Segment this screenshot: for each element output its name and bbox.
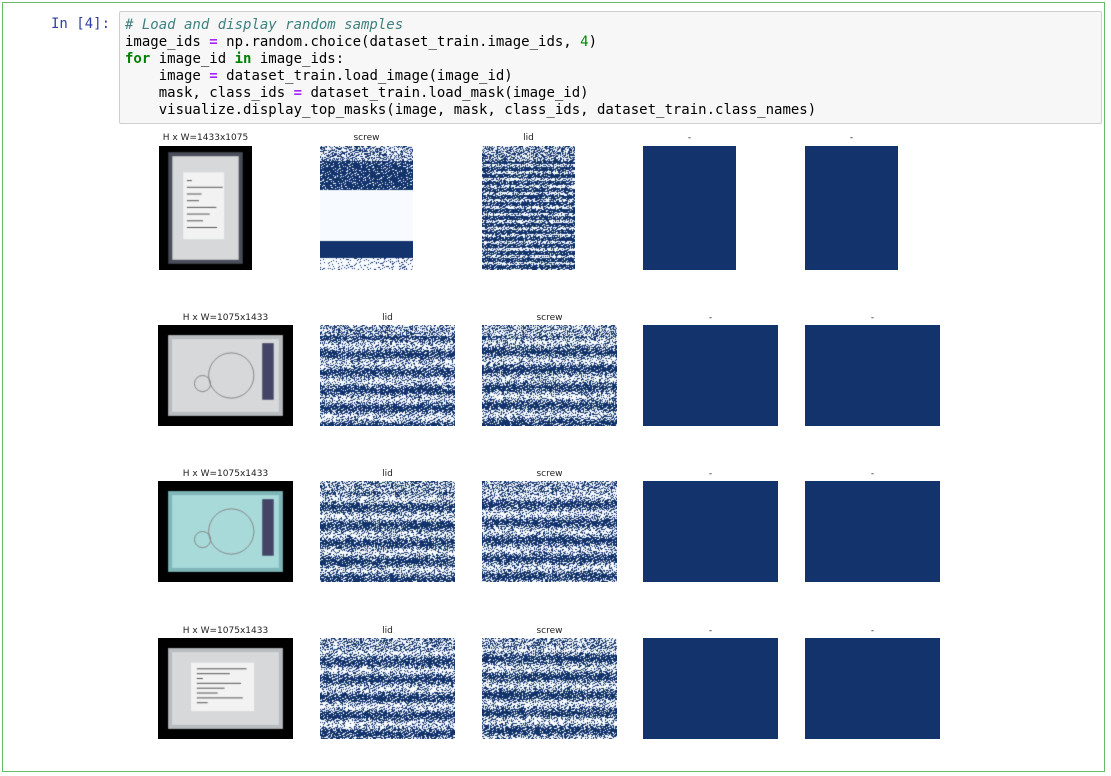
mask-canvas xyxy=(805,638,940,739)
hard-drive-photo xyxy=(158,325,293,426)
mask-title: - xyxy=(870,469,875,479)
image-title: H x W=1075x1433 xyxy=(182,313,269,323)
image-title: H x W=1075x1433 xyxy=(182,469,269,479)
code-line: for image_id in image_ids: xyxy=(125,51,345,67)
mask-canvas xyxy=(482,325,617,426)
mask-title: - xyxy=(708,626,713,636)
mask-canvas xyxy=(805,325,940,426)
mask-title: screw xyxy=(536,626,563,636)
code-line: visualize.display_top_masks(image, mask,… xyxy=(125,102,817,118)
image-title: H x W=1075x1433 xyxy=(182,626,269,636)
mask-canvas xyxy=(320,481,455,582)
input-prompt: In [4]: xyxy=(51,16,111,32)
sample-image xyxy=(158,481,293,582)
mask-image xyxy=(805,638,940,739)
mask-image xyxy=(805,481,940,582)
hard-drive-photo xyxy=(158,481,293,582)
mask-image xyxy=(643,146,736,270)
hard-drive-photo xyxy=(159,146,252,270)
code-line: # Load and display random samples xyxy=(125,17,404,33)
mask-image xyxy=(643,325,778,426)
mask-canvas xyxy=(643,481,778,582)
mask-title: - xyxy=(687,133,692,143)
mask-canvas xyxy=(482,481,617,582)
mask-image xyxy=(320,146,413,270)
image-title: H x W=1433x1075 xyxy=(162,133,249,143)
mask-image xyxy=(482,481,617,582)
mask-image xyxy=(482,146,575,270)
sample-image xyxy=(158,638,293,739)
mask-image xyxy=(482,325,617,426)
mask-title: screw xyxy=(536,469,563,479)
mask-image xyxy=(805,325,940,426)
mask-image xyxy=(643,638,778,739)
mask-canvas xyxy=(643,325,778,426)
mask-title: screw xyxy=(536,313,563,323)
mask-title: lid xyxy=(382,313,393,323)
mask-title: screw xyxy=(353,133,380,143)
mask-canvas xyxy=(805,481,940,582)
mask-image xyxy=(320,325,455,426)
mask-canvas xyxy=(320,638,455,739)
mask-title: lid xyxy=(382,626,393,636)
mask-canvas xyxy=(482,146,575,270)
mask-title: lid xyxy=(382,469,393,479)
hard-drive-photo xyxy=(158,638,293,739)
mask-image xyxy=(805,146,898,270)
mask-image xyxy=(482,638,617,739)
mask-title: - xyxy=(849,133,854,143)
code-line: image = dataset_train.load_image(image_i… xyxy=(125,68,513,84)
mask-canvas xyxy=(805,146,898,270)
mask-image xyxy=(320,481,455,582)
mask-title: - xyxy=(708,469,713,479)
mask-image xyxy=(320,638,455,739)
mask-title: - xyxy=(870,313,875,323)
mask-canvas xyxy=(643,638,778,739)
mask-title: lid xyxy=(523,133,534,143)
mask-canvas xyxy=(482,638,617,739)
sample-image xyxy=(159,146,252,270)
mask-canvas xyxy=(320,325,455,426)
mask-canvas xyxy=(643,146,736,270)
mask-image xyxy=(643,481,778,582)
code-line: mask, class_ids = dataset_train.load_mas… xyxy=(125,85,589,101)
code-editor[interactable]: # Load and display random samples image_… xyxy=(119,11,1102,124)
mask-canvas xyxy=(320,146,413,270)
mask-title: - xyxy=(870,626,875,636)
mask-title: - xyxy=(708,313,713,323)
sample-image xyxy=(158,325,293,426)
code-line: image_ids = np.random.choice(dataset_tra… xyxy=(125,34,598,50)
